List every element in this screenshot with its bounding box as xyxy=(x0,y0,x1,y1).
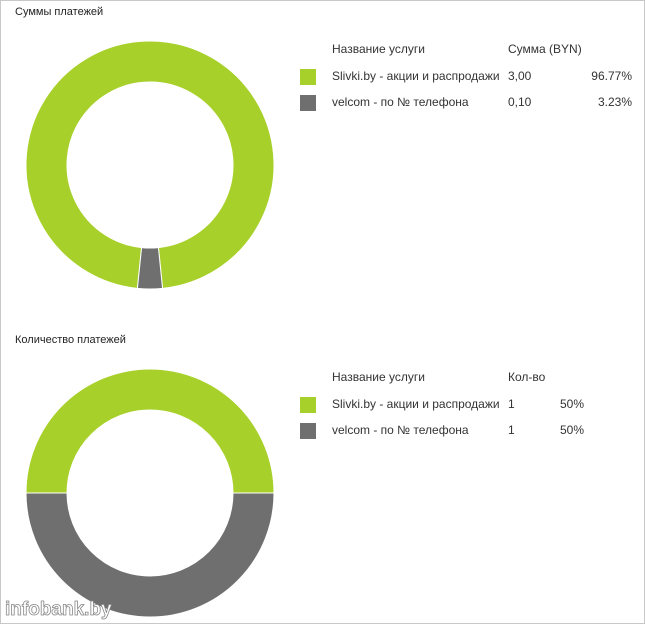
donut-slice xyxy=(136,247,164,290)
percent: 96.77% xyxy=(591,69,632,83)
column-header: Название услуги xyxy=(332,370,425,384)
chart-title: Количество платежей xyxy=(15,334,126,346)
legend-swatch xyxy=(300,423,316,439)
column-header: Название услуги xyxy=(332,42,425,56)
amount: 3,00 xyxy=(508,69,532,83)
legend-label: Slivki.by - акции и распродажи xyxy=(332,397,500,411)
legend-label: Slivki.by - акции и распродажи xyxy=(332,69,500,83)
legend-swatch xyxy=(300,95,316,111)
percent: 50% xyxy=(560,423,584,437)
donut-slice xyxy=(25,40,275,289)
legend-swatch xyxy=(300,397,316,413)
donut-slice xyxy=(25,492,275,618)
percent: 50% xyxy=(560,397,584,411)
amount: 1 xyxy=(508,423,515,437)
percent: 3.23% xyxy=(598,95,632,109)
amount: 1 xyxy=(508,397,515,411)
watermark: infobank.by xyxy=(5,599,112,620)
donut-slice xyxy=(25,368,275,494)
column-header: Сумма (BYN) xyxy=(508,42,582,56)
legend-swatch xyxy=(300,69,316,85)
legend-label: velcom - по № телефона xyxy=(332,95,469,109)
legend-label: velcom - по № телефона xyxy=(332,423,469,437)
amount: 0,10 xyxy=(508,95,532,109)
column-header: Кол-во xyxy=(508,370,546,384)
chart-title: Суммы платежей xyxy=(15,6,103,18)
